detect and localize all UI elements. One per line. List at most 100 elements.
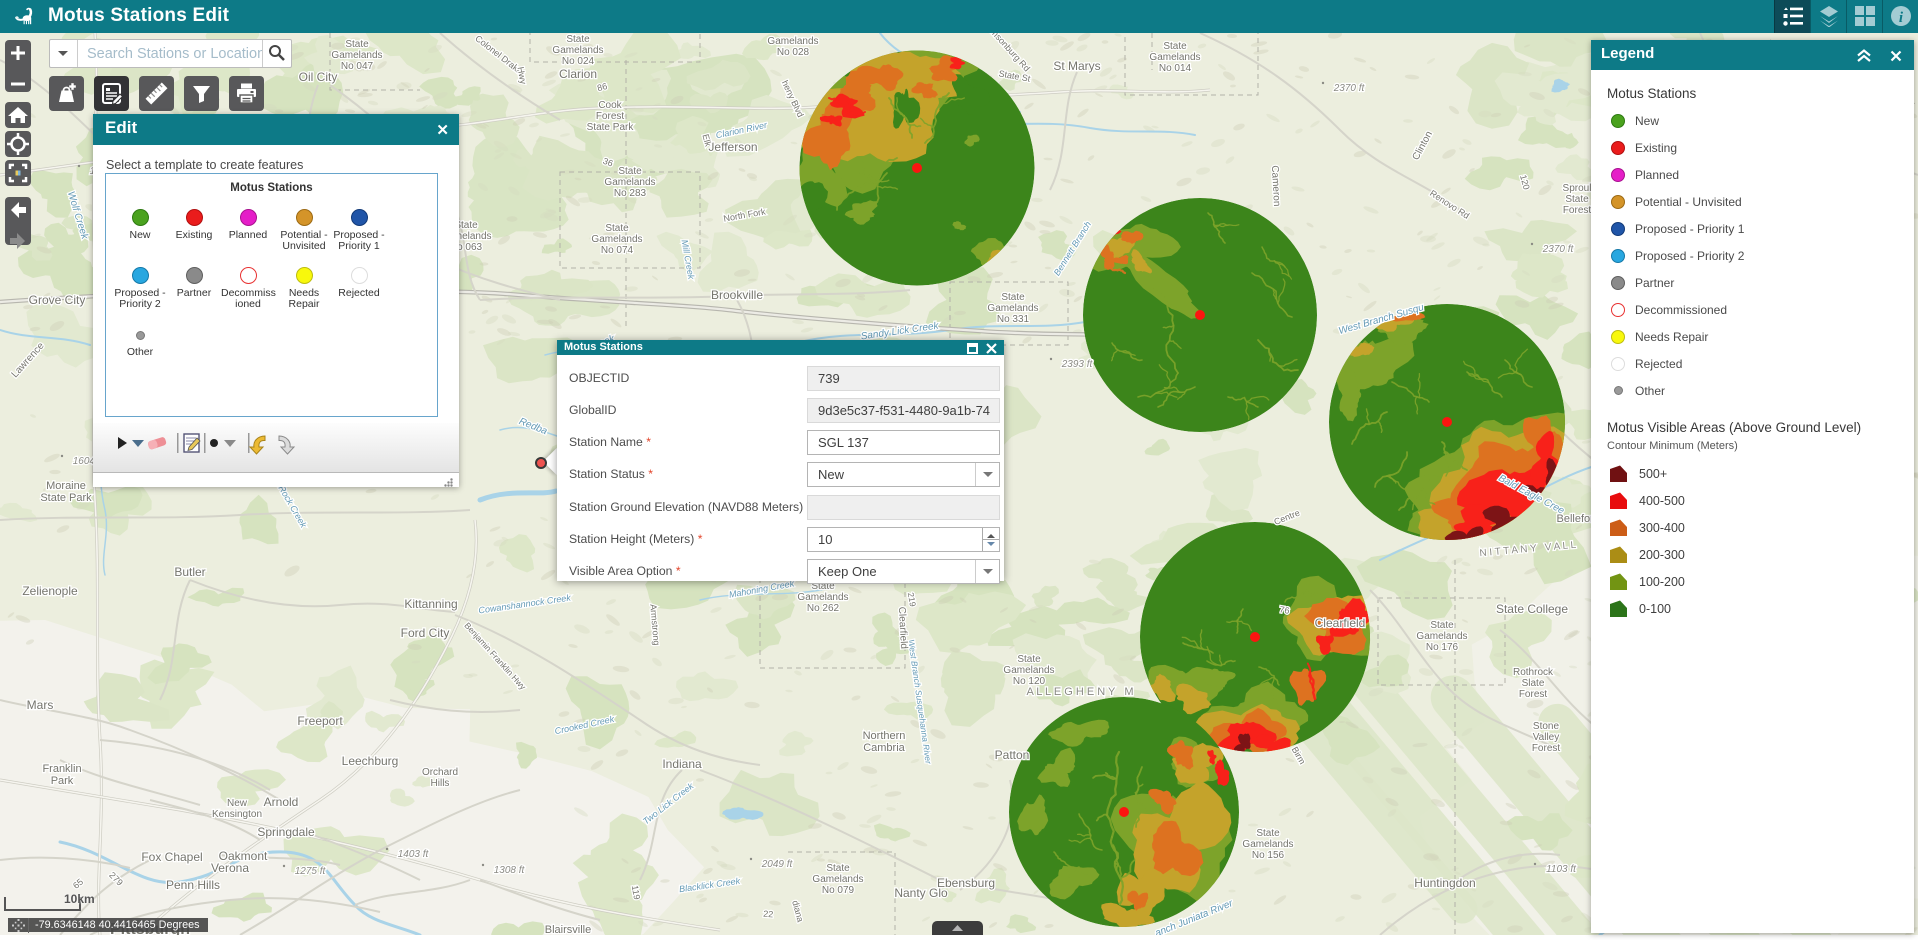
svg-text:No 120: No 120 [1013, 676, 1046, 687]
svg-text:No 079: No 079 [822, 885, 855, 896]
svg-text:Cook: Cook [598, 100, 622, 111]
svg-text:Moraine: Moraine [46, 480, 86, 492]
svg-text:State: State [618, 166, 642, 177]
svg-text:Clearfield: Clearfield [1315, 616, 1366, 630]
svg-text:Clarion: Clarion [559, 67, 597, 81]
svg-text:Gamelands: Gamelands [552, 45, 603, 56]
svg-text:Gamelands: Gamelands [604, 177, 655, 188]
svg-text:Mars: Mars [27, 698, 54, 712]
svg-text:Butler: Butler [174, 565, 205, 579]
svg-text:No 262: No 262 [807, 603, 840, 614]
svg-text:Elk: Elk [700, 133, 713, 148]
svg-text:36: 36 [602, 156, 615, 169]
svg-text:Brookville: Brookville [711, 288, 763, 302]
svg-text:Gamelands: Gamelands [1003, 665, 1054, 676]
svg-text:Indiana: Indiana [662, 757, 702, 771]
svg-text:Freeport: Freeport [297, 714, 343, 728]
svg-text:State: State [1017, 654, 1041, 665]
svg-text:State: State [1565, 194, 1589, 205]
svg-text:Slate: Slate [1522, 678, 1545, 689]
svg-text:Park: Park [51, 775, 74, 787]
svg-text:Oil City: Oil City [299, 70, 338, 84]
svg-text:Gamelands: Gamelands [797, 592, 848, 603]
svg-text:Gamelands: Gamelands [331, 50, 382, 61]
svg-text:Blairsville: Blairsville [545, 924, 591, 935]
svg-text:Leechburg: Leechburg [342, 754, 399, 768]
svg-text:Verona: Verona [211, 861, 249, 875]
svg-text:Stone: Stone [1533, 721, 1560, 732]
svg-text:Patton: Patton [995, 748, 1030, 762]
svg-text:Springdale: Springdale [257, 825, 315, 839]
svg-text:119: 119 [630, 885, 642, 901]
svg-text:State: State [345, 39, 369, 50]
svg-text:Kensington: Kensington [212, 809, 262, 820]
svg-text:Gamelands: Gamelands [1242, 839, 1293, 850]
svg-text:1103 ft: 1103 ft [1546, 864, 1577, 875]
svg-text:State: State [1163, 41, 1187, 52]
svg-text:22: 22 [763, 909, 774, 920]
svg-text:2370 ft: 2370 ft [1542, 244, 1575, 255]
svg-text:1275 ft: 1275 ft [295, 866, 327, 877]
svg-text:Clearfield: Clearfield [896, 606, 909, 649]
svg-text:State: State [1430, 620, 1454, 631]
svg-text:No 176: No 176 [1426, 642, 1459, 653]
svg-text:Northern: Northern [863, 730, 906, 742]
svg-text:State College: State College [1496, 602, 1568, 616]
svg-text:Oakmont: Oakmont [219, 849, 268, 863]
svg-text:State: State [1001, 292, 1025, 303]
svg-text:State Park: State Park [40, 492, 92, 504]
svg-text:Franklin: Franklin [42, 763, 81, 775]
svg-text:No 047: No 047 [341, 61, 374, 72]
svg-text:State: State [1256, 828, 1280, 839]
svg-text:1308 ft: 1308 ft [494, 865, 526, 876]
svg-text:No 014: No 014 [1159, 63, 1192, 74]
svg-text:Gamelands: Gamelands [812, 874, 863, 885]
svg-text:1403 ft: 1403 ft [398, 849, 430, 860]
svg-text:Forest: Forest [596, 111, 625, 122]
svg-text:No 024: No 024 [562, 56, 595, 67]
svg-text:Cambria: Cambria [863, 742, 905, 754]
svg-text:Orchard: Orchard [422, 767, 458, 778]
svg-text:Rothrock: Rothrock [1513, 667, 1554, 678]
svg-text:Ebensburg: Ebensburg [937, 876, 995, 890]
svg-text:86: 86 [596, 81, 608, 93]
svg-text:Penn Hills: Penn Hills [166, 878, 220, 892]
svg-text:Jefferson: Jefferson [708, 140, 757, 154]
svg-text:Gamelands: Gamelands [591, 234, 642, 245]
svg-text:Sproul: Sproul [1563, 183, 1592, 194]
svg-text:Gamelands: Gamelands [767, 36, 818, 47]
svg-text:Hills: Hills [431, 778, 450, 789]
svg-text:No 074: No 074 [601, 245, 634, 256]
svg-text:Gamelands: Gamelands [1416, 631, 1467, 642]
svg-text:Forest: Forest [1519, 689, 1548, 700]
svg-text:Hwy: Hwy [516, 66, 529, 85]
svg-text:Armstrong: Armstrong [648, 604, 662, 646]
svg-text:Gamelands: Gamelands [987, 303, 1038, 314]
svg-text:No 156: No 156 [1252, 850, 1285, 861]
svg-text:Huntingdon: Huntingdon [1414, 876, 1475, 890]
svg-text:State Park: State Park [587, 122, 635, 133]
svg-text:Ford City: Ford City [401, 626, 450, 640]
svg-text:A L L E G H E N Y M: A L L E G H E N Y M [1027, 686, 1134, 698]
svg-text:Forest: Forest [1563, 205, 1592, 216]
svg-text:76: 76 [1279, 604, 1291, 616]
svg-text:State: State [566, 34, 590, 45]
svg-text:State: State [826, 863, 850, 874]
svg-text:219: 219 [906, 592, 918, 608]
svg-text:Nanty Glo: Nanty Glo [894, 886, 948, 900]
svg-text:Gamelands: Gamelands [1149, 52, 1200, 63]
svg-text:No 283: No 283 [614, 188, 647, 199]
svg-text:2370 ft: 2370 ft [1333, 83, 1366, 94]
svg-text:No 028: No 028 [777, 47, 810, 58]
svg-text:Cameron: Cameron [1269, 165, 1282, 207]
svg-text:Forest: Forest [1532, 743, 1561, 754]
svg-text:State: State [454, 220, 478, 231]
svg-text:Valley: Valley [1533, 732, 1560, 743]
svg-text:St Marys: St Marys [1053, 59, 1100, 73]
svg-text:Kittanning: Kittanning [404, 597, 457, 611]
svg-text:New: New [227, 798, 248, 809]
svg-text:Fox Chapel: Fox Chapel [141, 850, 202, 864]
svg-text:State: State [605, 223, 629, 234]
svg-text:Arnold: Arnold [264, 795, 299, 809]
svg-text:i: i [1899, 10, 1904, 26]
